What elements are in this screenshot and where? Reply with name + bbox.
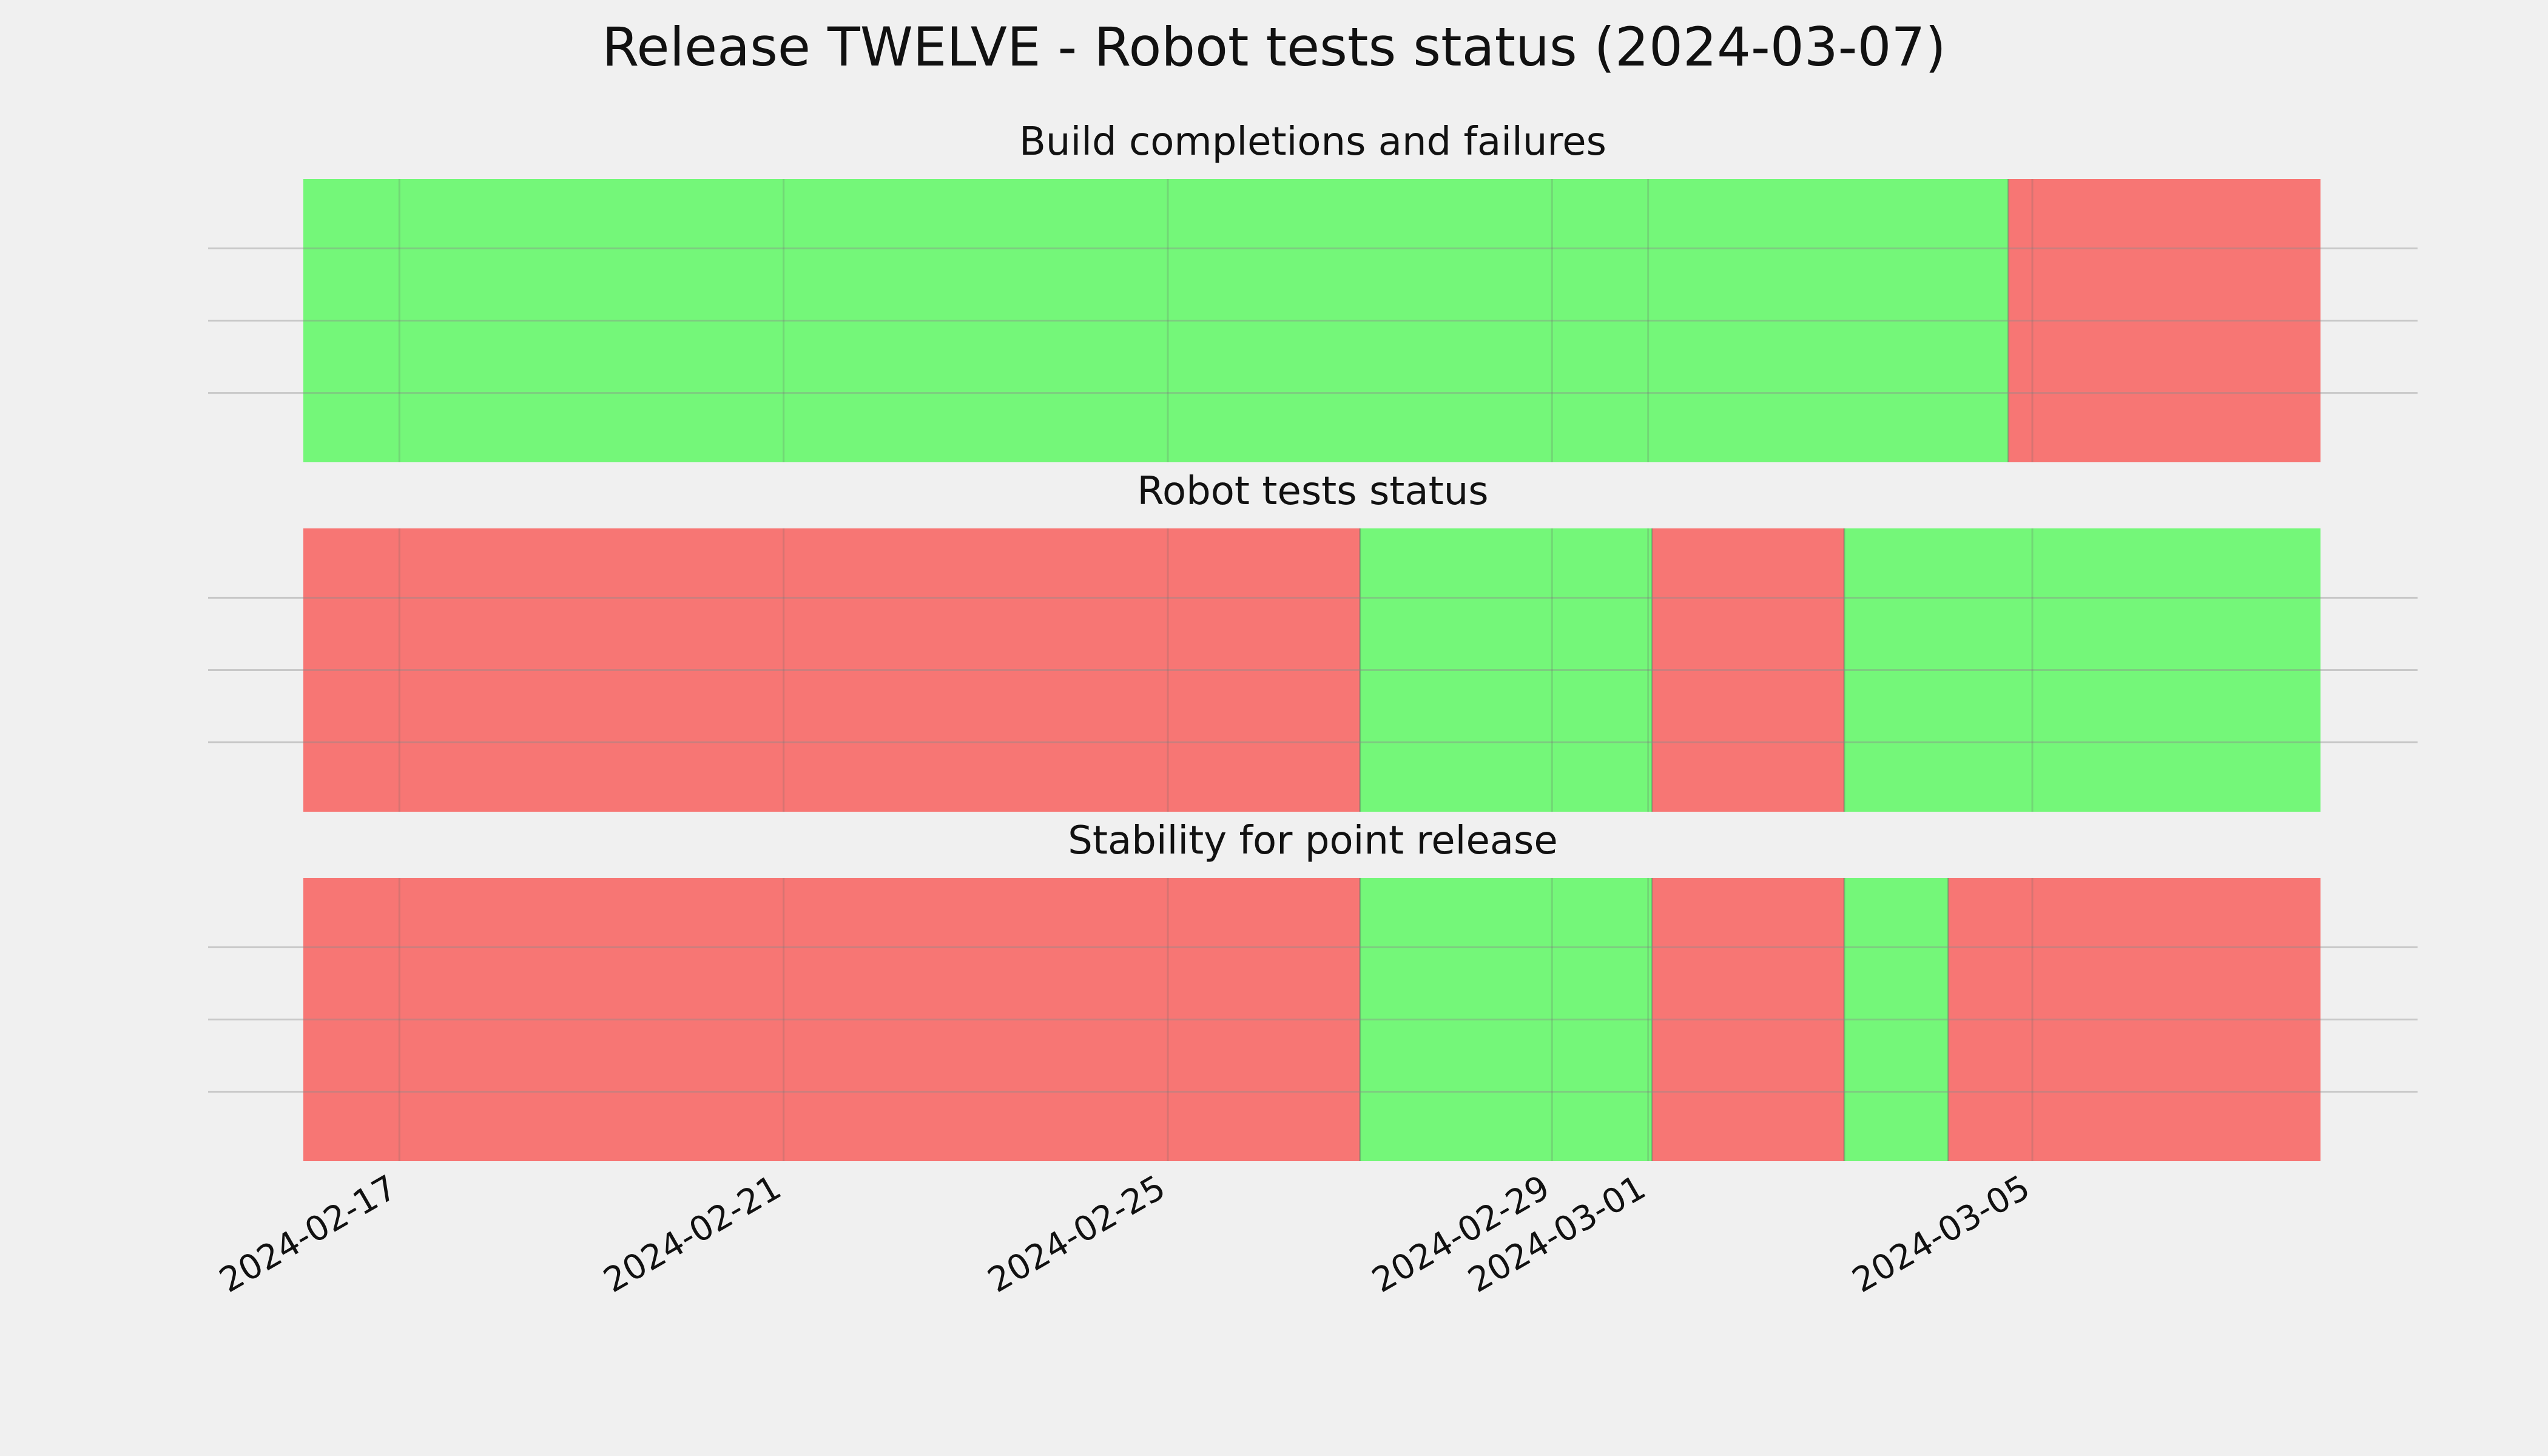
panel: Robot tests status [208,469,2418,812]
panels: Build completions and failures Robot test… [208,120,2418,1161]
panel: Build completions and failures [208,120,2418,462]
status-segment [303,179,2009,462]
panel: Stability for point release [208,818,2418,1161]
chart-title: Release TWELVE - Robot tests status (202… [602,16,1946,78]
status-segment [1844,878,1949,1161]
status-segment [1652,528,1844,812]
status-segment [1948,878,2320,1161]
status-segment [2008,179,2320,462]
panel-title: Robot tests status [1137,469,1488,514]
status-segment [1652,878,1844,1161]
panel-title: Stability for point release [1068,818,1558,863]
status-segment [1844,528,2320,812]
panel-title: Build completions and failures [1019,120,1606,164]
status-segment [1360,528,1653,812]
status-segment [303,878,1360,1161]
status-segment [303,528,1360,812]
status-segment [1360,878,1653,1161]
